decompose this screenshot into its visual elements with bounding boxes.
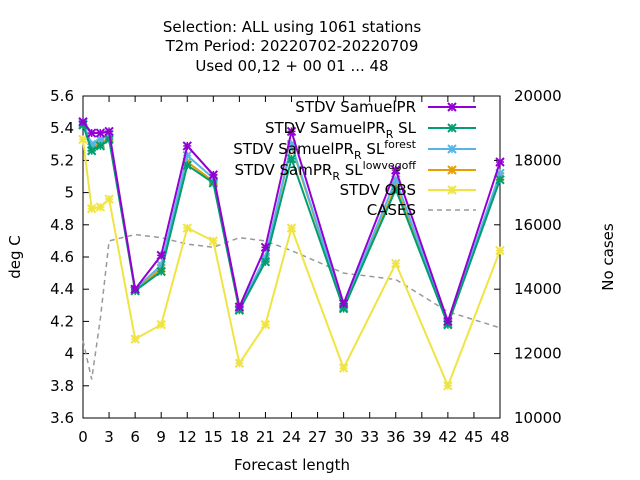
y2-axis-label: No cases — [599, 223, 617, 291]
x-tick-label: 18 — [230, 428, 249, 446]
legend-label-part: CASES — [367, 201, 416, 219]
x-tick-label: 30 — [334, 428, 353, 446]
y-tick-label: 5 — [64, 184, 74, 202]
y-tick-label: 5.2 — [50, 151, 74, 169]
x-tick-label: 24 — [282, 428, 301, 446]
y2-tick-label: 14000 — [514, 280, 562, 298]
legend-label: STDV OBS — [340, 181, 416, 199]
legend-label-part: SL — [340, 161, 363, 179]
chart-title-line-3: Used 00,12 + 00 01 ... 48 — [195, 57, 388, 75]
x-tick-label: 21 — [256, 428, 275, 446]
legend-label: STDV SamuelPRR SL — [265, 119, 417, 141]
x-tick-label: 12 — [178, 428, 197, 446]
axes: 0 3 6 9 12 15 18 21 24 27 30 33 36 39 42 45 483.63.844.2… — [50, 87, 562, 446]
x-tick-label: 9 — [156, 428, 166, 446]
series-0 — [78, 117, 505, 327]
series-4 — [78, 134, 505, 391]
legend-label-part: SL — [362, 140, 385, 158]
legend-label-part: lowvegoff — [363, 159, 417, 172]
y-tick-label: 5.6 — [50, 87, 74, 105]
legend-label-part: STDV SamPR — [235, 161, 333, 179]
y2-tick-label: 16000 — [514, 216, 562, 234]
y-tick-label: 4 — [64, 345, 74, 363]
chart-title-line-2: T2m Period: 20220702-20220709 — [165, 37, 419, 55]
x-tick-label: 0 — [78, 428, 88, 446]
y-tick-label: 3.8 — [50, 377, 74, 395]
x-tick-label: 45 — [464, 428, 483, 446]
x-tick-label: 33 — [360, 428, 379, 446]
legend-label-part: SL — [393, 119, 416, 137]
y-tick-label: 4.6 — [50, 248, 74, 266]
x-tick-label: 27 — [308, 428, 327, 446]
series-layer — [78, 117, 505, 391]
legend-label-part: R — [332, 170, 340, 183]
x-tick-label: 6 — [130, 428, 140, 446]
x-tick-label: 48 — [490, 428, 509, 446]
series-line — [82, 233, 501, 380]
legend-label-part: STDV SamuelPR — [233, 140, 354, 158]
x-tick-label: 15 — [204, 428, 223, 446]
x-tick-label: 39 — [412, 428, 431, 446]
legend-label-part: STDV SamuelPR — [295, 98, 416, 116]
y-tick-label: 3.6 — [50, 409, 74, 427]
y2-tick-label: 10000 — [514, 409, 562, 427]
legend-label: STDV SamuelPRR SLforest — [233, 138, 416, 162]
y-tick-label: 4.4 — [50, 280, 74, 298]
chart-title: Selection: ALL using 1061 stations T2m P… — [163, 18, 422, 75]
y-tick-label: 5.4 — [50, 119, 74, 137]
legend-label: STDV SamuelPR — [295, 98, 416, 116]
x-tick-label: 42 — [438, 428, 457, 446]
legend-label: CASES — [367, 201, 416, 219]
x-axis-label: Forecast length — [234, 456, 350, 474]
x-tick-label: 36 — [386, 428, 405, 446]
y2-tick-label: 20000 — [514, 87, 562, 105]
legend-label-part: R — [386, 128, 394, 141]
y-tick-label: 4.8 — [50, 216, 74, 234]
y2-tick-label: 18000 — [514, 151, 562, 169]
y-axis-label: deg C — [6, 235, 24, 279]
legend-label-part: R — [354, 149, 362, 162]
y2-tick-label: 12000 — [514, 345, 562, 363]
legend-label-part: STDV OBS — [340, 181, 416, 199]
chart-title-line-1: Selection: ALL using 1061 stations — [163, 18, 422, 36]
legend-label-part: forest — [384, 138, 416, 151]
y-tick-label: 4.2 — [50, 312, 74, 330]
legend-label-part: STDV SamuelPR — [265, 119, 386, 137]
legend-label: STDV SamPRR SLlowvegoff — [235, 159, 417, 183]
x-tick-label: 3 — [104, 428, 114, 446]
series-5 — [82, 233, 501, 380]
